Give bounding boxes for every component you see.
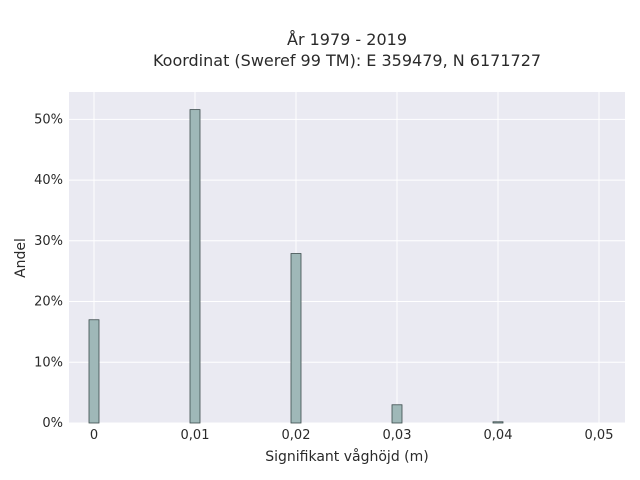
y-tick-label: 20%: [34, 295, 63, 310]
histogram-bar: [88, 319, 100, 424]
x-tick-label: 0,05: [585, 428, 614, 443]
bars-group: [88, 109, 504, 424]
x-axis-label: Signifikant våghöjd (m): [265, 448, 428, 465]
histogram-bar: [492, 421, 504, 424]
plot-area: [69, 92, 625, 423]
x-tick-labels: 0 0,01 0,02 0,03 0,04 0,05: [90, 428, 614, 443]
histogram-bar: [290, 253, 302, 424]
histogram-bar: [391, 404, 403, 424]
y-tick-label: 10%: [34, 355, 63, 370]
chart-title-line-2: Koordinat (Sweref 99 TM): E 359479, N 61…: [153, 51, 541, 70]
x-tick-label: 0,01: [181, 428, 210, 443]
y-tick-label: 0%: [42, 416, 63, 431]
y-tick-label: 30%: [34, 234, 63, 249]
y-axis-label: Andel: [13, 238, 29, 278]
x-tick-label: 0: [90, 428, 98, 443]
histogram-bar: [189, 109, 201, 424]
y-tick-label: 40%: [34, 173, 63, 188]
chart-title-line-1: År 1979 - 2019: [287, 30, 407, 49]
y-tick-label: 50%: [34, 112, 63, 127]
x-tick-label: 0,04: [484, 428, 513, 443]
horizontal-gridlines: [69, 118, 625, 424]
x-tick-label: 0,03: [383, 428, 412, 443]
y-tick-labels: 0% 10% 20% 30% 40% 50%: [34, 112, 63, 431]
x-tick-label: 0,02: [282, 428, 311, 443]
